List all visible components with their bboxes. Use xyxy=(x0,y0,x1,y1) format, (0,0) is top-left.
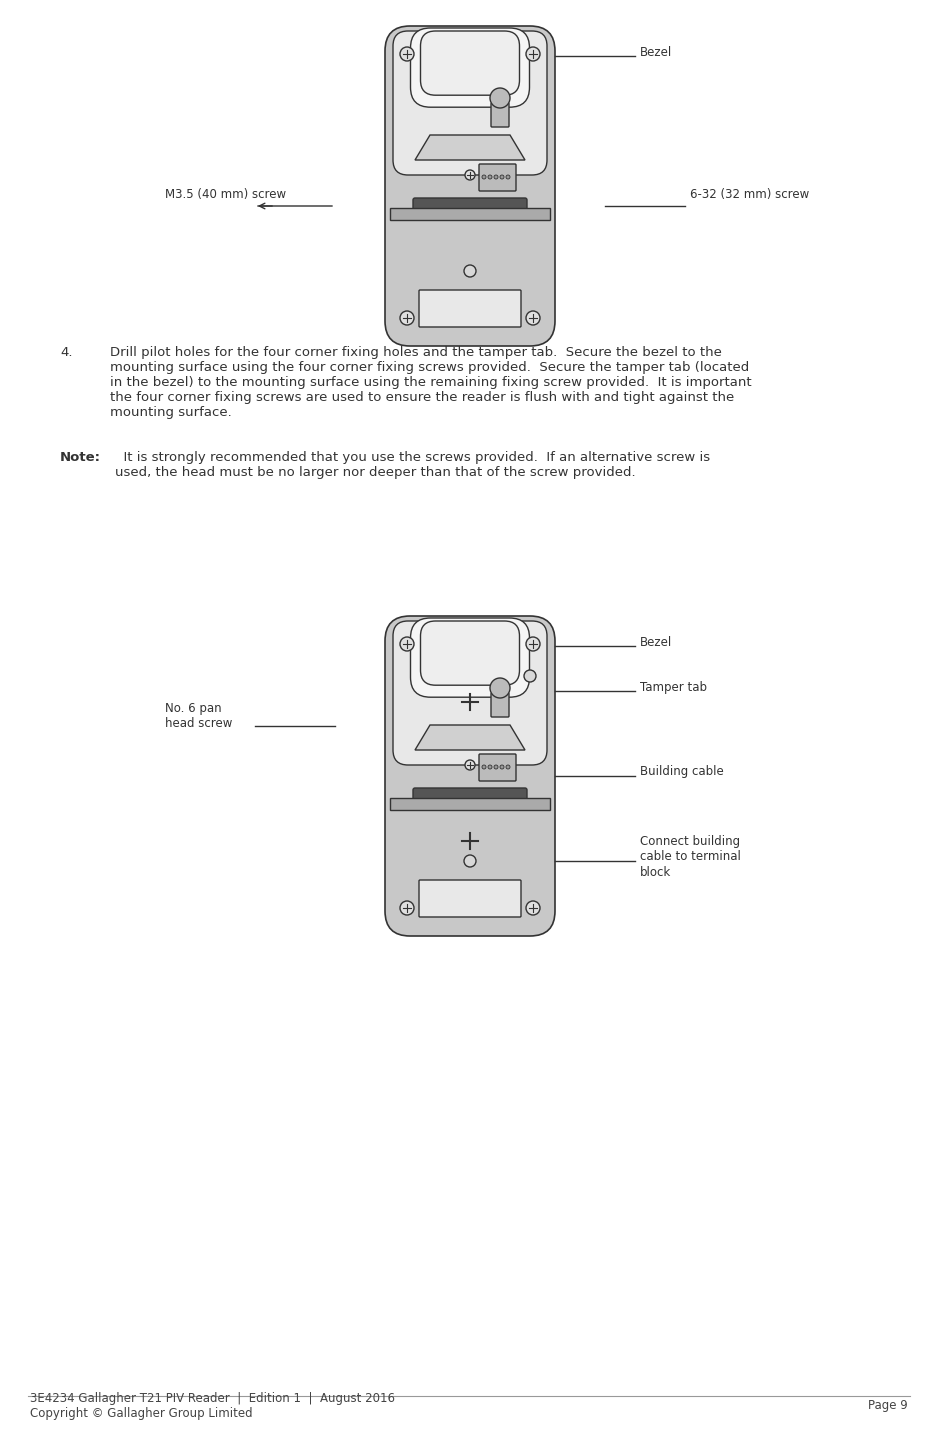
Circle shape xyxy=(490,88,510,108)
Circle shape xyxy=(465,761,475,771)
FancyBboxPatch shape xyxy=(393,620,547,765)
Circle shape xyxy=(494,175,498,179)
Circle shape xyxy=(488,175,492,179)
FancyBboxPatch shape xyxy=(390,208,550,220)
Text: Building cable: Building cable xyxy=(640,765,724,778)
FancyBboxPatch shape xyxy=(491,693,509,717)
Text: Bezel: Bezel xyxy=(640,635,673,648)
Circle shape xyxy=(526,311,540,325)
FancyBboxPatch shape xyxy=(390,798,550,810)
Circle shape xyxy=(400,901,414,915)
Text: Bezel: Bezel xyxy=(640,45,673,58)
Circle shape xyxy=(506,175,510,179)
Circle shape xyxy=(490,678,510,698)
FancyBboxPatch shape xyxy=(479,163,516,191)
Text: Connect building
cable to terminal
block: Connect building cable to terminal block xyxy=(640,836,741,879)
Circle shape xyxy=(400,48,414,61)
Circle shape xyxy=(506,765,510,769)
Circle shape xyxy=(494,765,498,769)
FancyBboxPatch shape xyxy=(413,788,527,807)
Circle shape xyxy=(482,175,486,179)
Circle shape xyxy=(464,855,476,868)
Text: Note:: Note: xyxy=(60,451,101,464)
Circle shape xyxy=(400,311,414,325)
FancyBboxPatch shape xyxy=(411,617,529,697)
Text: Tamper tab: Tamper tab xyxy=(640,681,707,694)
FancyBboxPatch shape xyxy=(411,27,529,107)
FancyBboxPatch shape xyxy=(491,103,509,127)
Text: 3E4234 Gallagher T21 PIV Reader  |  Edition 1  |  August 2016
Copyright © Gallag: 3E4234 Gallagher T21 PIV Reader | Editio… xyxy=(30,1392,395,1420)
Circle shape xyxy=(500,175,504,179)
Polygon shape xyxy=(415,724,525,750)
FancyBboxPatch shape xyxy=(393,30,547,175)
Circle shape xyxy=(464,265,476,278)
FancyBboxPatch shape xyxy=(419,291,521,327)
Circle shape xyxy=(482,765,486,769)
Circle shape xyxy=(500,765,504,769)
Circle shape xyxy=(524,669,536,683)
Text: Drill pilot holes for the four corner fixing holes and the tamper tab.  Secure t: Drill pilot holes for the four corner fi… xyxy=(110,346,751,419)
Text: 4.: 4. xyxy=(60,346,72,359)
FancyBboxPatch shape xyxy=(385,26,555,346)
Text: No. 6 pan
head screw: No. 6 pan head screw xyxy=(165,701,233,730)
FancyBboxPatch shape xyxy=(413,198,527,217)
FancyBboxPatch shape xyxy=(479,753,516,781)
FancyBboxPatch shape xyxy=(419,881,521,917)
Text: Page 9: Page 9 xyxy=(869,1400,908,1413)
Circle shape xyxy=(526,48,540,61)
Text: 6-32 (32 mm) screw: 6-32 (32 mm) screw xyxy=(690,188,809,201)
Circle shape xyxy=(526,638,540,651)
Text: It is strongly recommended that you use the screws provided.  If an alternative : It is strongly recommended that you use … xyxy=(115,451,710,479)
FancyBboxPatch shape xyxy=(420,30,520,95)
Circle shape xyxy=(488,765,492,769)
Polygon shape xyxy=(415,134,525,161)
Circle shape xyxy=(400,638,414,651)
FancyBboxPatch shape xyxy=(420,620,520,685)
Circle shape xyxy=(526,901,540,915)
Text: M3.5 (40 mm) screw: M3.5 (40 mm) screw xyxy=(165,188,286,201)
FancyBboxPatch shape xyxy=(385,616,555,936)
Circle shape xyxy=(465,171,475,179)
